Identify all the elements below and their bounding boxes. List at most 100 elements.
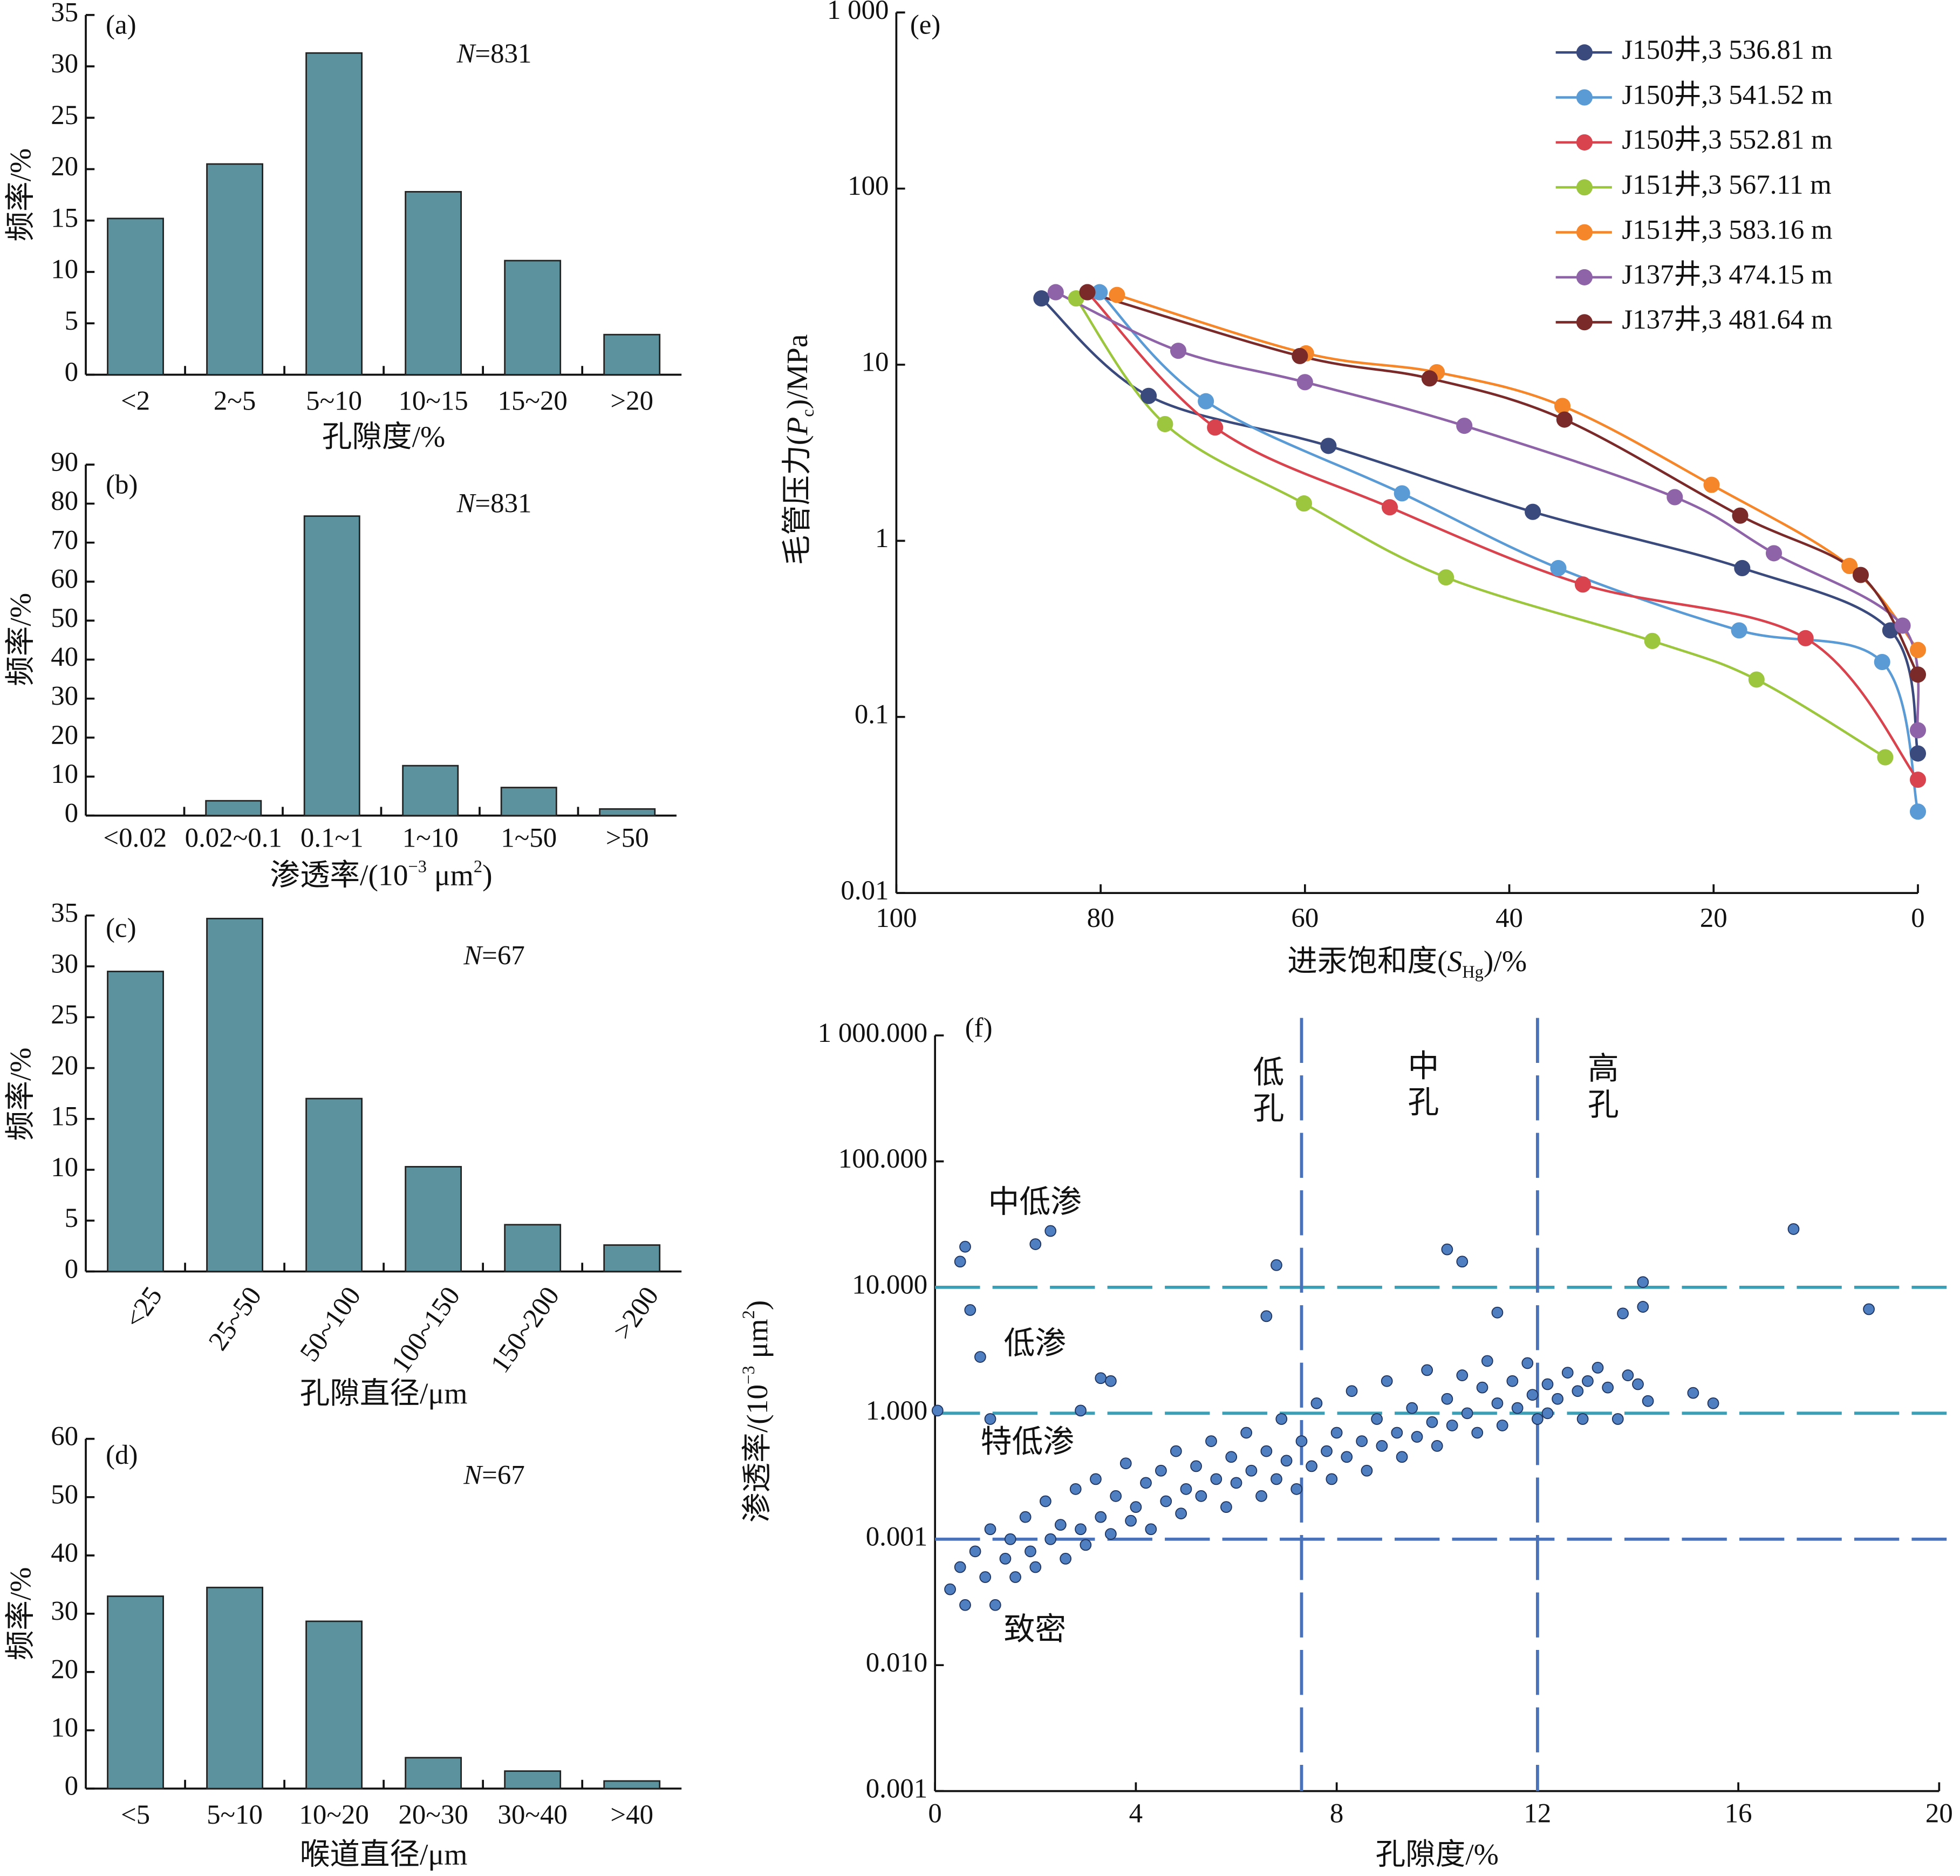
series-marker (1091, 284, 1108, 301)
y-tick-label: 5 (65, 1203, 78, 1233)
scatter-point (1040, 1495, 1051, 1507)
panel-label: (e) (910, 10, 941, 40)
x-tick-label: <0.02 (103, 823, 167, 854)
y-tick-label: 15 (51, 1102, 78, 1132)
scatter-point (1225, 1451, 1238, 1463)
panel-label: (c) (106, 913, 136, 943)
scatter-point (1145, 1523, 1157, 1536)
y-tick-label: 20 (51, 1655, 78, 1685)
y-tick-label: 35 (51, 0, 78, 28)
bar (206, 918, 263, 1272)
scatter-point (1456, 1256, 1469, 1268)
series-marker (1841, 557, 1858, 574)
scatter-point (1541, 1378, 1554, 1390)
scatter-point (1561, 1367, 1574, 1379)
scatter-point (1175, 1507, 1187, 1519)
x-tick-label: 16 (1725, 1799, 1752, 1829)
text-part: 孔隙直径/μm (300, 1377, 468, 1410)
text-part: 频率/% (4, 1047, 37, 1141)
scatter-point (944, 1583, 956, 1595)
text-part: c (799, 409, 818, 417)
y-axis-label: 频率/% (4, 593, 37, 686)
scatter-point (1271, 1473, 1282, 1485)
scatter-point (1602, 1381, 1614, 1394)
scatter-point (1220, 1501, 1232, 1513)
region-label: 高孔 (1583, 1052, 1618, 1124)
scatter-point (1075, 1404, 1087, 1417)
series-marker (1909, 772, 1927, 788)
x-tick-label: 0.1~1 (301, 823, 364, 854)
text-part: N (456, 488, 476, 519)
scatter-point (979, 1571, 992, 1583)
bar (603, 1244, 661, 1272)
bar (305, 52, 363, 376)
scatter-point (974, 1351, 986, 1363)
y-tick-label: 1 000.000 (818, 1018, 928, 1048)
series-marker (1198, 393, 1214, 410)
scatter-point (1095, 1372, 1107, 1384)
scatter-point (959, 1240, 971, 1253)
sample-count: N=67 (463, 940, 525, 971)
scatter-point (1210, 1473, 1223, 1485)
series-marker (1797, 630, 1814, 646)
legend-marker (1576, 89, 1593, 106)
series-marker (1852, 567, 1869, 583)
series-line (1086, 291, 1919, 781)
series-marker (1894, 617, 1911, 634)
x-axis-label: 喉道直径/μm (300, 1838, 468, 1871)
text-part: N (463, 1460, 483, 1490)
y-axis-label: 毛管压力(Pc)/MPa (781, 334, 818, 565)
x-tick-label: 8 (1330, 1799, 1343, 1829)
series-marker (1765, 545, 1783, 562)
scatter-point (1526, 1389, 1539, 1401)
series-marker (1421, 370, 1438, 387)
series-marker (1047, 284, 1064, 301)
bar (305, 1097, 363, 1272)
scatter-point (1496, 1420, 1508, 1431)
x-tick-label: 0.02~0.1 (185, 823, 282, 854)
y-tick-label: 50 (51, 603, 78, 633)
bar (405, 1757, 462, 1790)
series-marker (1556, 411, 1573, 428)
y-tick-label: 15 (51, 203, 78, 233)
scatter-point (1029, 1561, 1042, 1573)
text-part: ) (482, 858, 493, 892)
scatter-point (1275, 1413, 1288, 1425)
scatter-point (1371, 1413, 1383, 1425)
y-tick-label: 1 000 (827, 0, 889, 25)
series-marker (1320, 438, 1337, 454)
y-tick-label: 100.000 (838, 1144, 927, 1174)
region-label: 低孔 (1248, 1055, 1283, 1128)
scatter-point (1411, 1431, 1423, 1443)
text-part: ) (741, 1300, 774, 1311)
y-tick-label: 0.1 (855, 699, 889, 729)
scatter-point (984, 1523, 996, 1536)
y-tick-label: 20 (51, 1050, 78, 1081)
text-part: −3 (408, 857, 427, 877)
scatter-point (1104, 1528, 1117, 1540)
y-axis-label: 频率/% (4, 148, 37, 242)
y-tick-label: 25 (51, 1000, 78, 1030)
x-tick-label: 40 (1495, 903, 1523, 933)
scatter-point (1306, 1460, 1317, 1472)
series-marker (1295, 495, 1312, 512)
series-marker (1525, 503, 1541, 520)
scatter-point (1511, 1402, 1524, 1414)
series-marker (1748, 671, 1765, 688)
scatter-point (1025, 1545, 1036, 1558)
series-marker (1109, 286, 1125, 303)
scatter-point (1125, 1515, 1137, 1527)
scatter-point (1707, 1397, 1719, 1409)
scatter-point (1481, 1355, 1493, 1367)
scatter-point (1090, 1473, 1102, 1485)
y-tick-label: 10 (862, 347, 889, 378)
x-tick-label: 50~100 (295, 1281, 367, 1367)
bar (303, 515, 360, 817)
x-tick-label: 1~50 (501, 823, 557, 854)
x-tick-label: >200 (607, 1281, 665, 1345)
x-tick-label: <25 (119, 1281, 169, 1334)
series-marker (1157, 415, 1173, 433)
bar (107, 971, 164, 1272)
text-part: 2 (740, 1310, 759, 1319)
bar (206, 163, 263, 376)
